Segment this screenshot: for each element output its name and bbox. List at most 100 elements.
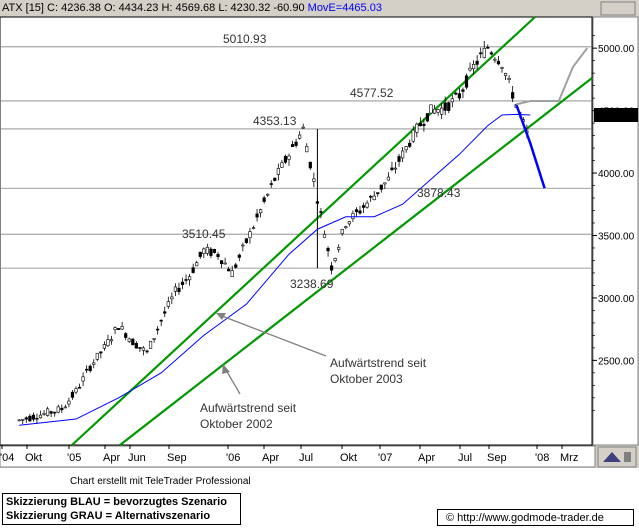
- price-candle: [326, 246, 330, 257]
- level-annotation: 4353.13: [253, 114, 297, 128]
- price-candle: [471, 60, 476, 75]
- price-candle: [102, 341, 106, 351]
- price-candle: [461, 87, 465, 99]
- x-tick-label: Mrz: [560, 452, 578, 464]
- preferred-scenario-line: [515, 103, 546, 189]
- low-value: L: 4230.32: [218, 2, 271, 14]
- price-candle: [376, 192, 380, 197]
- price-candle: [248, 228, 252, 244]
- price-candle: [440, 102, 444, 120]
- price-candle: [273, 177, 277, 182]
- zoom-icon[interactable]: [597, 446, 637, 468]
- level-annotation: 5010.93: [223, 32, 267, 46]
- price-candle: [287, 153, 291, 166]
- price-candle: [156, 326, 160, 335]
- price-candle: [298, 131, 302, 140]
- price-candle: [283, 154, 288, 164]
- price-candle: [429, 104, 433, 114]
- price-candle: [106, 334, 110, 348]
- current-value-marker: 4236.38: [594, 108, 638, 122]
- price-candle: [109, 335, 114, 345]
- website-link[interactable]: © http://www.godmode-trader.de: [437, 509, 634, 526]
- price-candle: [361, 202, 366, 213]
- price-candle: [145, 349, 149, 354]
- price-candle: [124, 332, 128, 341]
- price-candle: [28, 413, 32, 423]
- price-candle: [290, 140, 295, 148]
- price-candle: [415, 122, 419, 138]
- price-candle: [493, 57, 497, 64]
- price-candle: [262, 195, 266, 204]
- price-candle: [180, 277, 185, 290]
- price-candle: [74, 386, 78, 395]
- x-tick-label: Jul: [458, 452, 472, 464]
- trend-label-2002-line2: Oktober 2002: [200, 417, 273, 431]
- x-tick-label: Apr: [262, 452, 279, 464]
- price-candle: [38, 410, 43, 419]
- trendline-2002: [119, 77, 593, 446]
- price-candle: [457, 87, 462, 101]
- price-candle: [393, 162, 398, 174]
- price-candle: [258, 208, 263, 218]
- price-candle: [266, 193, 270, 197]
- price-candle: [81, 372, 85, 386]
- price-candle: [159, 319, 163, 327]
- price-candle: [507, 75, 511, 84]
- price-candle: [53, 411, 57, 417]
- x-tick-label: Jul: [299, 452, 313, 464]
- price-candle: [496, 55, 501, 66]
- level-annotation: 3510.45: [182, 227, 226, 241]
- price-candle: [337, 244, 341, 253]
- price-candle: [372, 191, 376, 201]
- price-candle: [475, 55, 479, 70]
- price-candle: [17, 419, 21, 422]
- price-candle: [195, 260, 199, 267]
- y-tick-label: 3000.00: [598, 294, 635, 305]
- price-candle: [500, 66, 504, 73]
- price-candle: [152, 338, 156, 343]
- price-candle: [205, 243, 209, 256]
- price-candle: [333, 257, 337, 263]
- level-annotation: 4577.52: [350, 86, 394, 100]
- price-candle: [322, 230, 327, 238]
- y-axis-panel: [592, 16, 639, 446]
- price-candle: [443, 96, 447, 116]
- quote-header: ATX [15] C: 4236.38 O: 4434.23 H: 4569.6…: [2, 2, 382, 14]
- price-candle: [227, 266, 231, 272]
- price-candle: [67, 397, 71, 408]
- x-tick-label: Okt: [25, 452, 42, 464]
- x-tick-label: Apr: [103, 452, 120, 464]
- price-candle: [31, 412, 35, 422]
- close-value: C: 4236.38: [47, 2, 101, 14]
- price-candle: [344, 225, 348, 230]
- price-candle: [422, 119, 426, 132]
- price-candle: [294, 138, 298, 148]
- trend-label-2003-line2: Oktober 2003: [330, 372, 403, 386]
- price-candle: [340, 228, 344, 236]
- x-tick-label: Sep: [167, 452, 187, 464]
- price-candle: [216, 251, 220, 260]
- legend-blue: Skizzierung BLAU = bevorzugtes Szenario: [6, 496, 227, 508]
- price-candle: [503, 72, 508, 80]
- high-value: H: 4569.68: [161, 2, 216, 14]
- price-candle: [49, 410, 53, 418]
- price-candle: [188, 273, 192, 286]
- price-candle: [511, 85, 515, 103]
- legend-grey: Skizzierung GRAU = Alternativszenario: [6, 510, 211, 522]
- x-tick-label: Sep: [487, 452, 507, 464]
- price-candle: [237, 253, 241, 262]
- change-value: -60.90: [273, 2, 305, 14]
- price-candle: [354, 207, 359, 217]
- trend-label-2003-line1: Aufwärtstrend seit: [330, 356, 427, 370]
- price-candle: [404, 145, 408, 153]
- price-candle: [411, 125, 415, 143]
- price-candle: [244, 238, 249, 244]
- price-candle: [230, 265, 234, 277]
- price-candle: [202, 247, 206, 259]
- price-candle: [117, 327, 121, 330]
- price-candle: [24, 416, 28, 423]
- x-tick-label: '06: [226, 452, 240, 464]
- corner-button[interactable]: [600, 1, 636, 16]
- price-candle: [45, 406, 50, 417]
- y-tick-label: 5000.00: [598, 44, 635, 55]
